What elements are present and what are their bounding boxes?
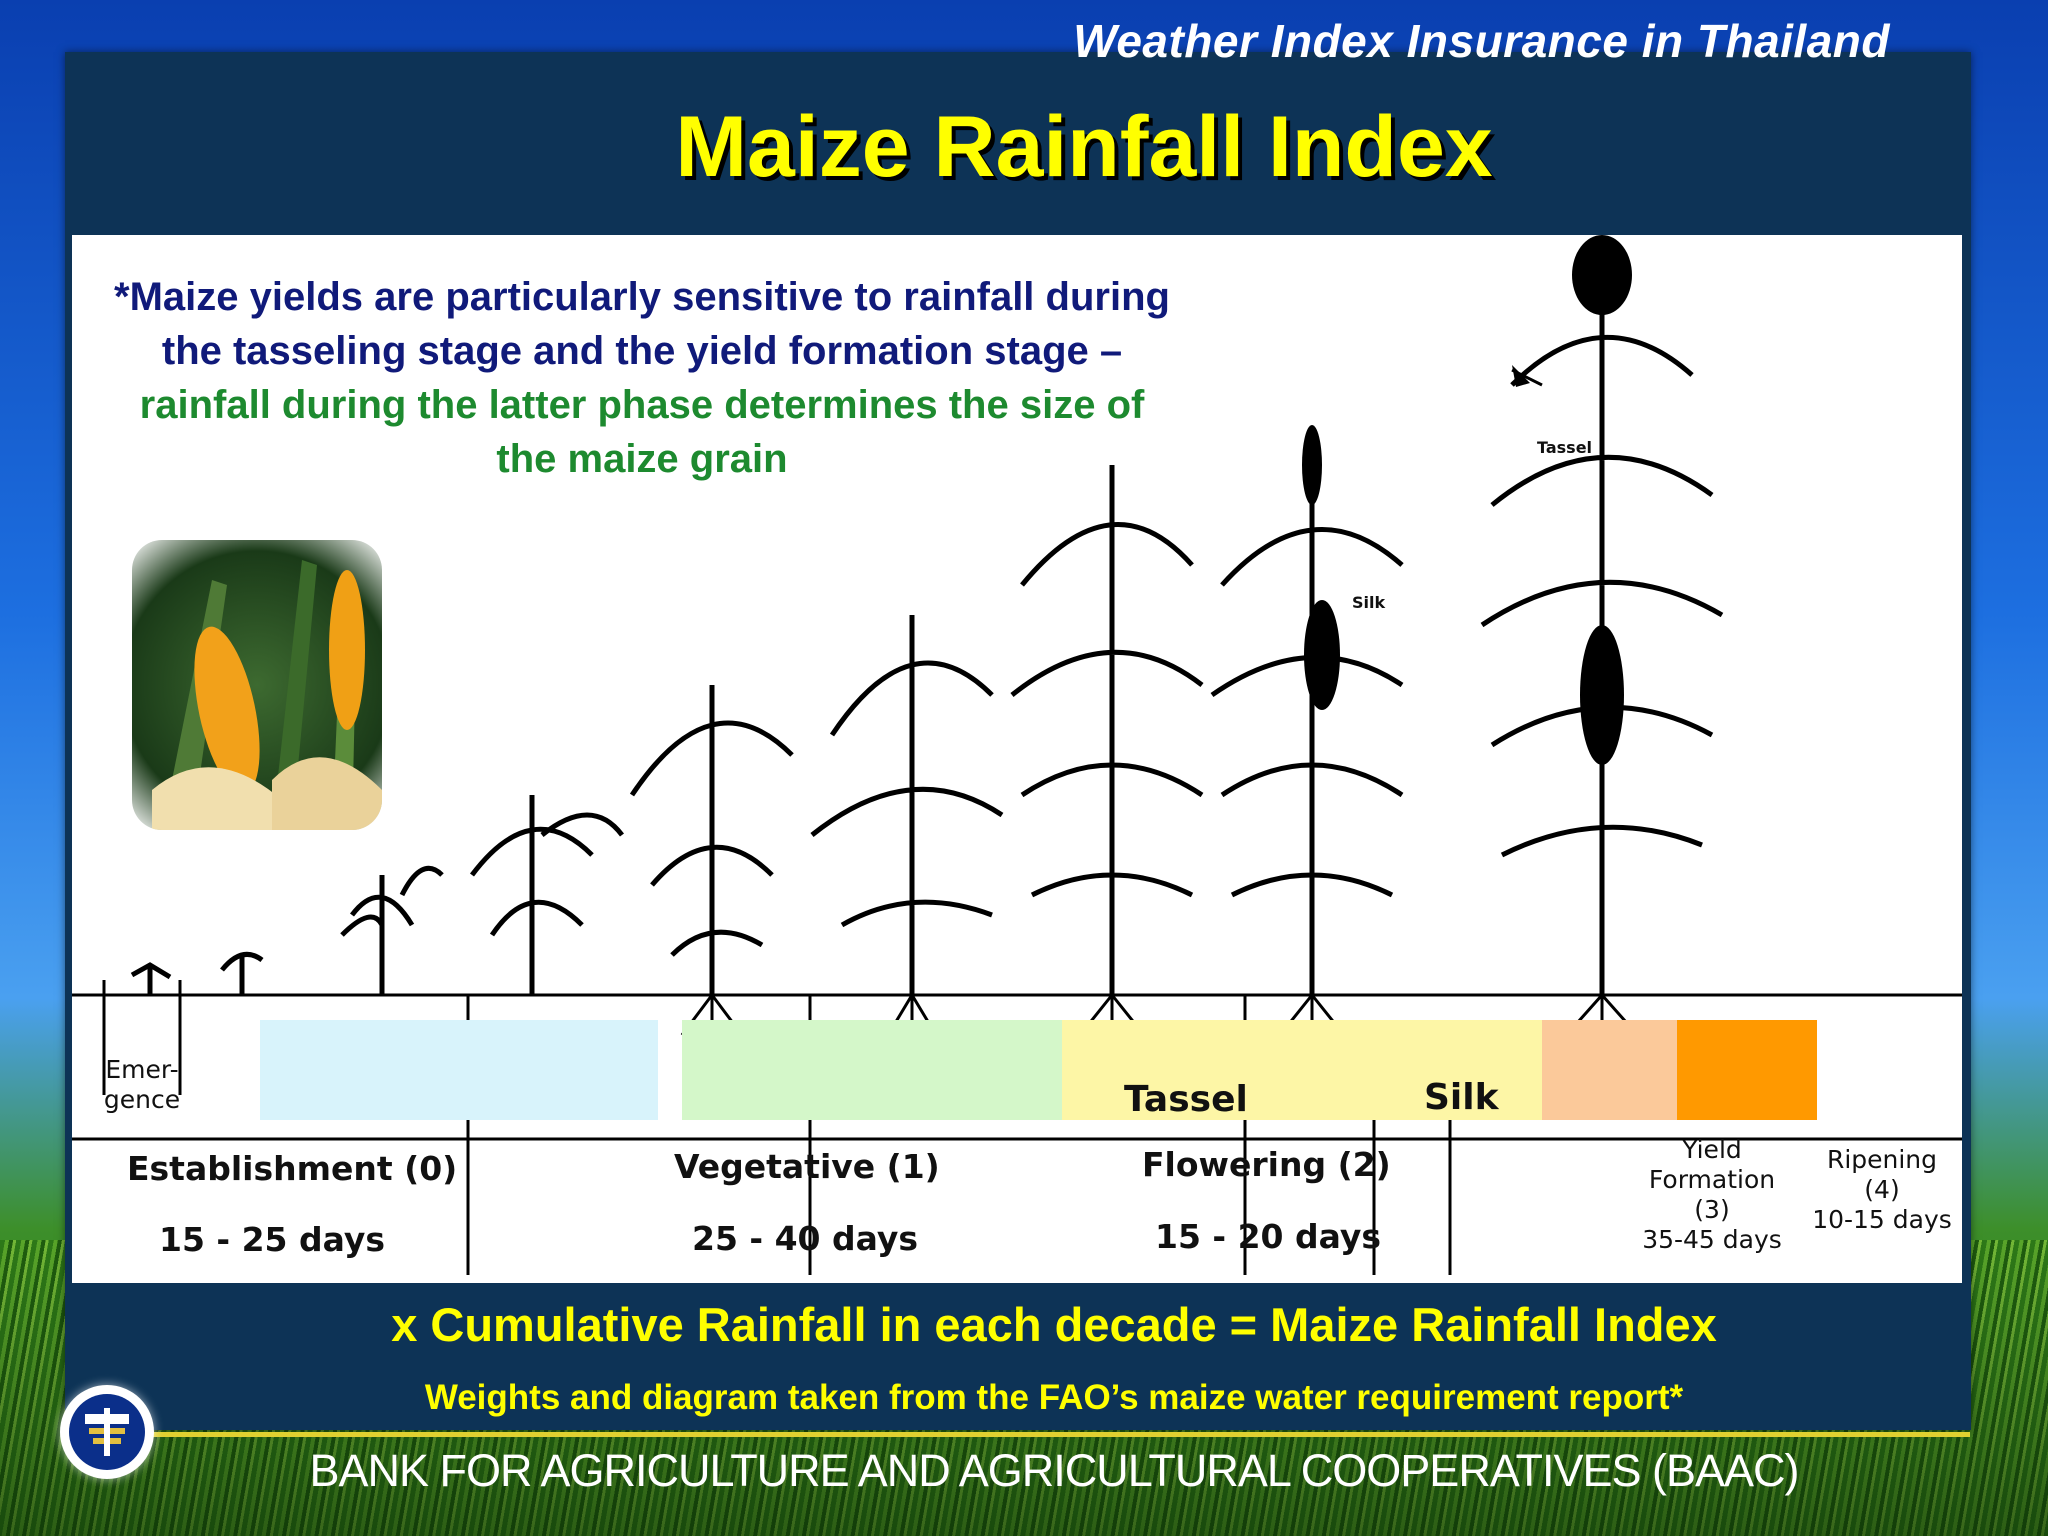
stage-0-duration: 15 - 25 days [159, 1220, 386, 1259]
stage-1-duration: 25 - 40 days [692, 1219, 919, 1258]
band-label-tassel: Tassel [1124, 1079, 1248, 1120]
slide-subtitle: Weather Index Insurance in Thailand [1073, 15, 1890, 67]
emergence-line1: Emer- [105, 1055, 179, 1084]
stage-3-name-line2: Formation [1648, 1165, 1776, 1194]
stage-3-duration: 35-45 days [1642, 1225, 1782, 1254]
stage-0-name: Establishment (0) [127, 1149, 458, 1188]
stage-4-duration: 10-15 days [1812, 1205, 1952, 1234]
stage-4-label: Ripening (4) 10-15 days [1802, 1145, 1962, 1235]
stage-4-name-line2: (4) [1864, 1175, 1900, 1204]
stage-2-name: Flowering (2) [1142, 1145, 1391, 1184]
source-note: Weights and diagram taken from the FAO’s… [424, 1378, 1684, 1417]
stage-1-name: Vegetative (1) [674, 1147, 940, 1186]
stage-4-name-line1: Ripening [1826, 1145, 1938, 1174]
band-yield [1677, 1020, 1817, 1120]
bank-name: BANK FOR AGRICULTURE AND AGRICULTURAL CO… [309, 1445, 1799, 1496]
maize-growth-diagram: *Maize yields are particularly sensitive… [72, 235, 1962, 1283]
stage-3-name-line1: Yield [1682, 1135, 1742, 1164]
plant-label-tassel: Tassel [1537, 438, 1593, 457]
emergence-label: Emer- gence [102, 1055, 182, 1115]
corn-photo [132, 540, 382, 830]
corn-photo-art [152, 560, 382, 830]
band-label-silk: Silk [1424, 1077, 1499, 1118]
baac-emblem-icon [85, 1408, 129, 1456]
plant-illustration [72, 235, 1962, 1275]
slide-title: Maize Rainfall Index [675, 99, 1493, 195]
note-text-green: rainfall during the latter phase determi… [139, 383, 1145, 481]
stage-2-duration: 15 - 20 days [1155, 1217, 1382, 1256]
stage-3-name-line3: (3) [1694, 1195, 1730, 1224]
baac-logo-inner [69, 1394, 145, 1470]
rainfall-formula: x Cumulative Rainfall in each decade = M… [391, 1298, 1717, 1351]
band-vegetative [682, 1020, 1062, 1120]
stage-3-label: Yield Formation (3) 35-45 days [1632, 1135, 1792, 1255]
footer-divider [120, 1432, 1970, 1437]
note-text-blue: *Maize yields are particularly sensitive… [114, 275, 1170, 373]
plant-label-silk: Silk [1352, 593, 1386, 612]
band-establishment [260, 1020, 658, 1120]
baac-logo [60, 1385, 154, 1479]
band-flowering [1062, 1020, 1542, 1120]
band-silk-orange [1542, 1020, 1677, 1120]
sensitivity-note: *Maize yields are particularly sensitive… [112, 270, 1172, 486]
emergence-line2: gence [103, 1085, 181, 1114]
